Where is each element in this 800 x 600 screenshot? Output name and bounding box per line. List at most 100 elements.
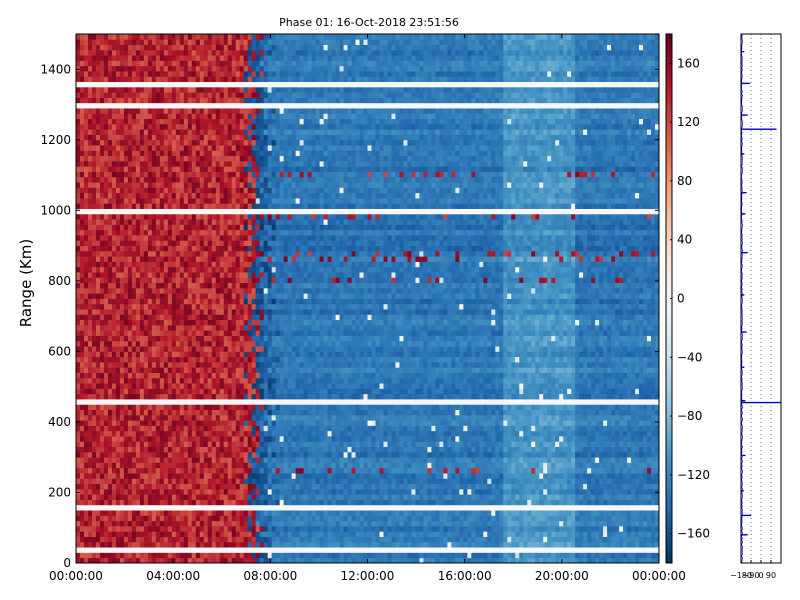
heatmap-cell <box>387 441 392 448</box>
heatmap-cell <box>611 457 616 463</box>
heatmap-cell <box>215 515 221 522</box>
heatmap-cell <box>631 525 636 532</box>
heatmap-cell <box>91 451 97 458</box>
heatmap-cell <box>499 510 504 516</box>
heatmap-cell <box>319 541 324 548</box>
heatmap-cell <box>387 425 392 432</box>
heatmap-cell <box>407 409 412 416</box>
heatmap-cell <box>447 446 452 453</box>
heatmap-cell <box>423 557 428 564</box>
heatmap-cell <box>387 388 392 395</box>
heatmap-cell <box>411 404 416 410</box>
heatmap-cell <box>567 520 572 527</box>
heatmap-cell <box>467 515 472 522</box>
heatmap-cell <box>475 515 480 522</box>
heatmap-cell <box>455 520 460 527</box>
heatmap-cell <box>467 467 472 474</box>
heatmap-cell <box>575 494 580 500</box>
heatmap-cell <box>639 488 644 495</box>
heatmap-cell <box>339 451 344 458</box>
heatmap-cell <box>579 494 584 500</box>
heatmap-cell <box>263 478 269 485</box>
heatmap-cell <box>463 457 468 463</box>
heatmap-cell <box>539 547 544 553</box>
heatmap-cell <box>451 383 456 389</box>
heatmap-cell <box>463 515 468 522</box>
heatmap-cell <box>559 488 564 495</box>
heatmap-cell <box>327 531 332 537</box>
heatmap-cell <box>379 504 384 511</box>
heatmap-cell <box>431 446 436 453</box>
heatmap-cell <box>599 478 604 485</box>
heatmap-cell <box>559 478 564 485</box>
heatmap-cell <box>439 436 444 442</box>
heatmap-cell <box>563 457 568 463</box>
heatmap-cell <box>119 478 125 485</box>
heatmap-cell <box>419 504 424 511</box>
heatmap-cell <box>107 557 113 564</box>
heatmap-cell <box>267 488 273 495</box>
heatmap-cell <box>435 414 440 421</box>
heatmap-cell <box>547 462 552 469</box>
heatmap-cell <box>567 483 572 490</box>
heatmap-cell <box>251 515 257 522</box>
heatmap-cell <box>375 525 380 532</box>
heatmap-cell <box>243 557 249 564</box>
heatmap-cell <box>503 478 508 485</box>
heatmap-cell <box>599 499 604 506</box>
heatmap-cell <box>515 552 520 559</box>
heatmap-cell <box>603 488 608 495</box>
heatmap-cell <box>319 451 324 458</box>
heatmap-cell <box>547 441 552 448</box>
heatmap-cell <box>527 531 532 537</box>
heatmap-cell <box>547 467 552 474</box>
heatmap-cell <box>135 515 141 522</box>
heatmap-cell <box>471 388 476 395</box>
heatmap-cell <box>119 541 125 548</box>
heatmap-cell <box>391 393 396 400</box>
heatmap-cell <box>99 377 105 384</box>
heatmap-cell <box>87 499 93 506</box>
heatmap-cell <box>223 441 229 448</box>
heatmap-cell <box>611 525 616 532</box>
heatmap-cell <box>351 515 356 522</box>
heatmap-cell <box>519 504 524 511</box>
heatmap-cell <box>139 446 145 453</box>
heatmap-cell <box>583 504 588 511</box>
heatmap-cell <box>471 494 476 500</box>
heatmap-cell <box>191 520 197 527</box>
heatmap-cell <box>143 436 149 442</box>
heatmap-cell <box>363 478 368 485</box>
heatmap-cell <box>395 430 400 437</box>
heatmap-cell <box>407 488 412 495</box>
heatmap-cell <box>427 541 432 548</box>
heatmap-cell <box>519 483 524 490</box>
heatmap-cell <box>547 388 552 395</box>
heatmap-cell <box>223 478 229 485</box>
heatmap-cell <box>283 383 289 389</box>
heatmap-cell <box>483 504 488 511</box>
heatmap-cell <box>147 478 153 485</box>
heatmap-cell <box>211 383 217 389</box>
heatmap-cell <box>447 383 452 389</box>
heatmap-cell <box>199 510 205 516</box>
heatmap-cell <box>76 515 81 522</box>
heatmap-cell <box>267 457 273 463</box>
heatmap-cell <box>95 504 101 511</box>
heatmap-cell <box>467 488 472 495</box>
heatmap-cell <box>367 525 372 532</box>
heatmap-cell <box>343 525 348 532</box>
heatmap-cell <box>283 388 289 395</box>
heatmap-cell <box>563 483 568 490</box>
heatmap-cell <box>143 393 149 400</box>
heatmap-cell <box>199 467 205 474</box>
heatmap-cell <box>503 388 508 395</box>
heatmap-cell <box>483 462 488 469</box>
heatmap-cell <box>439 515 444 522</box>
heatmap-cell <box>311 383 316 389</box>
heatmap-cell <box>563 430 568 437</box>
heatmap-cell <box>191 525 197 532</box>
heatmap-cell <box>475 488 480 495</box>
heatmap-cell <box>271 483 277 490</box>
heatmap-cell <box>635 420 640 426</box>
